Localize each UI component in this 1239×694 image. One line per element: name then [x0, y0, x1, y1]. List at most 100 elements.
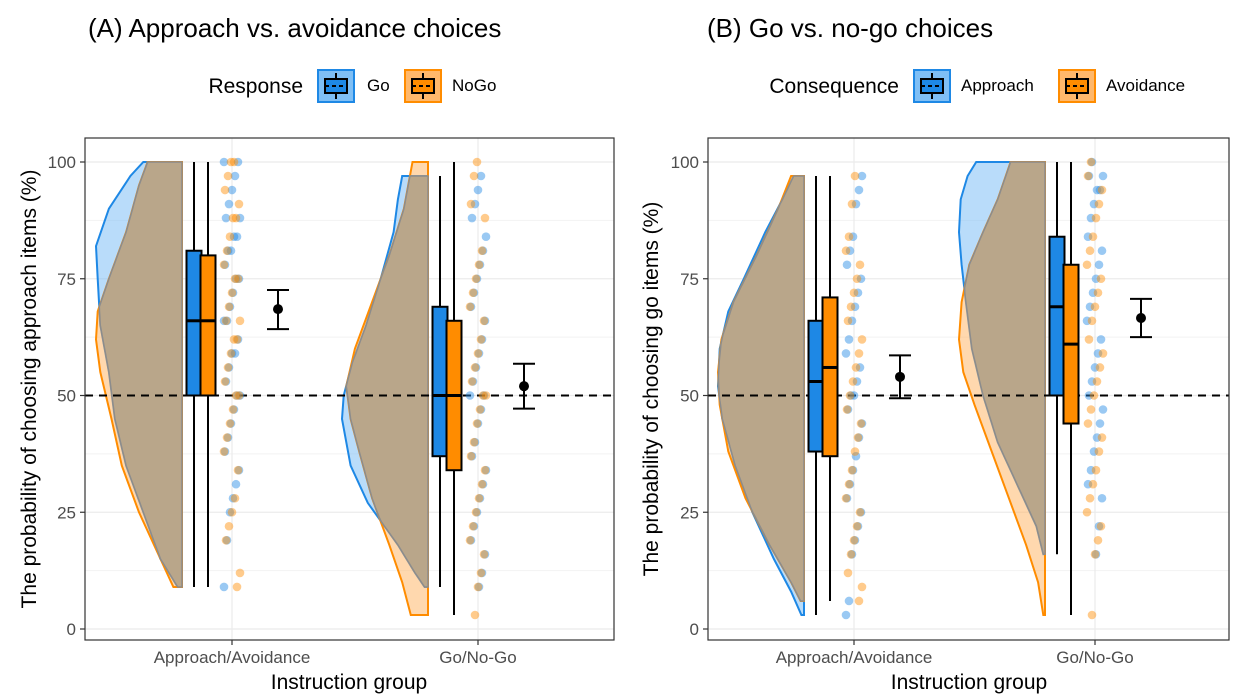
point-approach	[1088, 288, 1098, 298]
point-nogo	[225, 419, 235, 428]
point-go	[227, 349, 237, 358]
point-nogo	[476, 568, 486, 578]
point-nogo	[228, 405, 238, 414]
point-go	[476, 405, 486, 414]
point-go	[476, 171, 486, 181]
x-tick-label: Approach/Avoidance	[776, 648, 933, 667]
point-nogo	[231, 213, 241, 223]
point-avoidance	[857, 335, 867, 344]
density-overlap	[345, 175, 429, 588]
density-overlap	[963, 161, 1046, 556]
point-approach	[1098, 405, 1108, 414]
panel-b-title: (B) Go vs. no-go choices	[707, 13, 993, 43]
point-avoidance	[1094, 447, 1104, 456]
point-avoidance	[1086, 405, 1096, 414]
point-approach	[851, 199, 861, 209]
point-go	[480, 549, 490, 559]
point-approach	[1098, 171, 1108, 181]
point-avoidance	[843, 316, 853, 326]
point-avoidance	[1091, 213, 1101, 223]
point-nogo	[479, 549, 489, 559]
point-approach	[846, 391, 856, 400]
point-go	[233, 335, 243, 344]
point-avoidance	[1088, 479, 1098, 489]
point-avoidance	[854, 596, 864, 606]
box-go	[185, 249, 203, 397]
point-approach	[1097, 246, 1107, 256]
point-nogo	[467, 377, 477, 386]
point-nogo	[474, 260, 484, 270]
point-go	[221, 213, 231, 223]
point-avoidance	[853, 433, 863, 442]
point-nogo	[469, 437, 479, 447]
point-go	[232, 232, 242, 242]
point-nogo	[469, 171, 479, 181]
point-go	[224, 363, 234, 372]
point-go	[467, 451, 477, 461]
point-avoidance	[1097, 185, 1107, 195]
point-approach	[841, 349, 851, 358]
legend-label-approach: Approach	[961, 76, 1034, 95]
legend-label-go: Go	[367, 76, 390, 95]
point-go	[465, 391, 475, 400]
point-nogo	[220, 185, 230, 195]
box-layer	[185, 162, 463, 615]
x-axis: Approach/Avoidance Go/No-Go	[776, 640, 1134, 667]
point-avoidance	[847, 199, 857, 209]
point-nogo	[232, 335, 242, 344]
point-approach	[1087, 157, 1097, 167]
point-nogo	[221, 316, 231, 326]
point-avoidance	[848, 377, 858, 386]
point-avoidance	[1088, 232, 1098, 242]
point-approach	[1092, 433, 1102, 442]
point-approach	[1087, 377, 1097, 386]
point-avoidance	[852, 521, 862, 531]
point-approach	[852, 377, 862, 386]
points-layer	[841, 157, 1108, 620]
point-approach	[848, 232, 858, 242]
point-approach	[1093, 349, 1103, 358]
panel-a-legend: Response Go NoGo	[208, 69, 496, 103]
point-go	[222, 535, 232, 545]
point-go	[235, 391, 245, 400]
point-nogo	[468, 288, 478, 298]
y-tick-label: 100	[671, 153, 699, 172]
point-approach	[1091, 274, 1101, 284]
point-approach	[1091, 549, 1101, 559]
point-nogo	[230, 274, 240, 284]
point-nogo	[226, 157, 236, 167]
legend-title: Consequence	[769, 75, 899, 98]
point-approach	[1094, 260, 1104, 270]
x-axis-label: Instruction group	[891, 671, 1047, 694]
point-nogo	[230, 493, 240, 503]
point-nogo	[472, 419, 482, 428]
point-avoidance	[855, 507, 865, 517]
point-avoidance	[846, 302, 856, 312]
point-avoidance	[1082, 260, 1092, 270]
point-go	[481, 465, 491, 475]
point-avoidance	[1083, 171, 1093, 181]
point-go	[472, 507, 482, 517]
point-avoidance	[841, 493, 851, 503]
point-avoidance	[1087, 610, 1097, 620]
point-approach	[1097, 493, 1107, 503]
point-nogo	[477, 479, 487, 489]
point-go	[466, 535, 476, 545]
density-overlap	[98, 161, 183, 588]
y-axis: 0 25 50 75 100	[48, 153, 85, 639]
panel-b: (B) Go vs. no-go choices Consequence App…	[640, 13, 1230, 694]
point-go	[219, 582, 229, 592]
point-go	[226, 419, 236, 428]
mean-point	[895, 371, 905, 382]
y-axis-label: The probability of choosing approach ite…	[18, 170, 41, 609]
plot-area	[708, 138, 1229, 640]
point-avoidance	[1098, 349, 1108, 358]
point-nogo	[227, 288, 237, 298]
point-go	[466, 302, 476, 312]
point-avoidance	[1097, 433, 1107, 442]
point-go	[469, 288, 479, 298]
y-tick-label: 50	[57, 387, 76, 406]
legend-key-approach	[913, 69, 951, 103]
y-tick-label: 0	[690, 620, 699, 639]
point-approach	[847, 549, 857, 559]
